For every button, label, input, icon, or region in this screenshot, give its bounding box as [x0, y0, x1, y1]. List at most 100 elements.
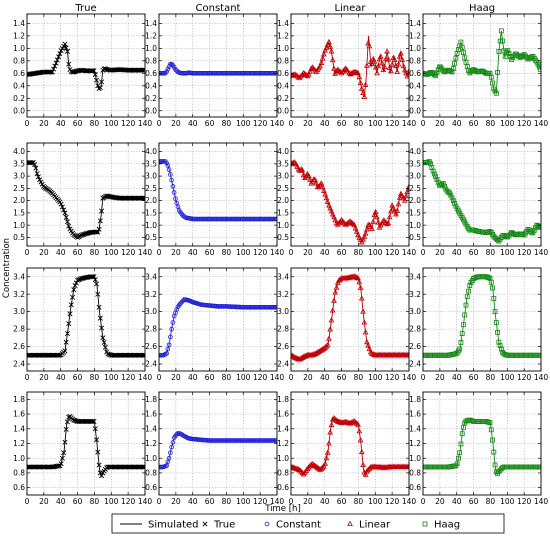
- data-point: [324, 449, 331, 455]
- data-point: [94, 437, 100, 443]
- data-point: [491, 233, 497, 239]
- x-tick-label: 60: [205, 248, 215, 257]
- data-point: [371, 211, 378, 218]
- panel-r2-constant: 0 20 40 60 80 100 120 140 0.5 1.0 1.5 2.0 2.5 3.0 3.5 4…: [145, 142, 284, 257]
- data-point: [324, 41, 331, 47]
- x-tick-label: 60: [337, 497, 347, 506]
- y-tick-label: 1.4: [409, 19, 421, 28]
- x-tick-label: 140: [138, 248, 153, 257]
- data-point: [454, 461, 460, 467]
- x-tick-label: 80: [90, 373, 100, 382]
- legend-item-simulated: Simulated: [120, 520, 199, 531]
- data-point: [63, 214, 69, 220]
- data-point: [535, 223, 541, 229]
- data-point: [57, 352, 63, 358]
- x-tick-label: 100: [104, 497, 119, 506]
- x-tick-label: 140: [534, 119, 549, 128]
- data-point: [448, 68, 454, 74]
- data-point: [308, 461, 315, 467]
- x-tick-label: 20: [303, 119, 313, 128]
- data-point: [168, 450, 173, 455]
- x-tick-label: 60: [73, 497, 83, 506]
- data-point: [92, 72, 98, 78]
- y-tick-label: 0.6: [277, 69, 289, 78]
- x-tick-label: 100: [236, 373, 251, 382]
- y-tick-label: 2.8: [277, 325, 289, 334]
- x-tick-label: 140: [402, 248, 417, 257]
- data-point: [362, 81, 369, 87]
- data-point: [95, 291, 101, 297]
- y-tick-label: 1.0: [277, 44, 289, 53]
- data-point: [398, 50, 404, 56]
- series: [27, 41, 145, 92]
- data-point: [343, 419, 350, 425]
- y-tick-label: 3.4: [13, 272, 25, 281]
- data-point: [496, 339, 502, 345]
- data-point: [317, 63, 323, 69]
- y-tick-label: 0.0: [277, 106, 289, 115]
- panel-frame: [26, 267, 146, 372]
- x-tick-label: 40: [56, 119, 66, 128]
- y-tick-label: 1.0: [277, 221, 289, 230]
- series-line: [159, 160, 277, 220]
- panel-frame: [422, 142, 542, 247]
- series: [423, 159, 541, 244]
- data-point: [312, 176, 318, 182]
- data-point: [403, 192, 409, 199]
- data-point: [495, 329, 500, 335]
- y-tick-label: 0.6: [409, 69, 421, 78]
- y-tick-label: 1.0: [145, 221, 157, 230]
- y-tick-label: 2.0: [145, 196, 157, 205]
- data-point: [322, 460, 329, 466]
- legend: Simulated True Constant Linear Haag: [111, 513, 505, 534]
- data-point: [92, 426, 98, 432]
- y-tick-label: 1.2: [145, 31, 157, 40]
- markers: [291, 159, 409, 245]
- data-point: [169, 326, 174, 332]
- data-point: [326, 335, 332, 341]
- data-point: [388, 208, 394, 214]
- data-point: [72, 282, 78, 288]
- x-tick-label: 60: [205, 119, 215, 128]
- data-point: [433, 174, 439, 180]
- x-tick-label: 100: [104, 119, 119, 128]
- data-point: [462, 312, 468, 318]
- uncertainty-band: [291, 159, 409, 246]
- y-axis-label: Concentration: [2, 238, 12, 298]
- data-point: [400, 62, 407, 69]
- data-point: [388, 67, 394, 74]
- data-point: [345, 220, 351, 226]
- x-tick-label: 0: [25, 497, 30, 506]
- data-point: [404, 188, 409, 194]
- x-tick-label: 100: [368, 497, 383, 506]
- x-tick-label: 20: [435, 497, 445, 506]
- panel-frame: [26, 142, 146, 247]
- data-point: [323, 194, 330, 201]
- x-tick-label: 100: [368, 373, 383, 382]
- data-point: [294, 355, 301, 361]
- data-point: [345, 419, 351, 425]
- x-tick-label: 60: [469, 497, 479, 506]
- data-point: [490, 437, 495, 443]
- x-tick-label: 140: [534, 497, 549, 506]
- x-tick-label: 40: [188, 497, 198, 506]
- markers: [423, 159, 541, 244]
- y-tick-label: 1.0: [13, 221, 25, 230]
- data-point: [96, 462, 102, 468]
- data-point: [166, 342, 172, 348]
- series: [291, 273, 409, 364]
- x-tick-label: 20: [39, 497, 49, 506]
- data-point: [331, 65, 337, 71]
- x-tick-label: 100: [500, 119, 515, 128]
- data-point: [305, 71, 312, 77]
- y-tick-label: 1.4: [13, 424, 25, 433]
- data-point: [391, 56, 398, 62]
- data-point: [166, 455, 172, 461]
- data-point: [384, 48, 390, 54]
- data-point: [394, 207, 401, 213]
- y-tick-label: 1.0: [409, 44, 421, 53]
- gridlines: [26, 14, 146, 117]
- column-title-linear: Linear: [334, 3, 366, 14]
- y-tick-label: 3.5: [409, 159, 421, 168]
- data-point: [457, 450, 463, 456]
